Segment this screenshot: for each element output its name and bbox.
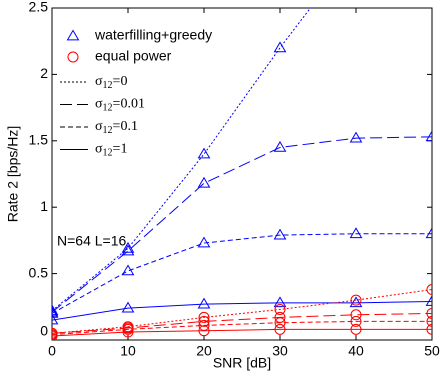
data-point: [273, 296, 287, 308]
data-point: [426, 323, 432, 335]
legend-label-part: =0.01: [113, 97, 145, 112]
data-point: [350, 294, 362, 306]
y-tick-label: 2.5: [29, 0, 49, 15]
data-point: [426, 307, 432, 319]
legend-label: σ12=0: [95, 74, 127, 91]
x-tick-label: 40: [348, 343, 364, 359]
data-point: [52, 330, 58, 340]
data-point: [198, 311, 210, 323]
data-point: [350, 309, 362, 321]
legend-label: equal power: [95, 48, 172, 64]
data-point: [349, 131, 363, 143]
legend-label: waterfilling+greedy: [94, 27, 212, 43]
legend-label-part: =0: [113, 74, 128, 89]
series-line: [52, 328, 432, 337]
data-point: [274, 317, 286, 329]
data-point: [425, 295, 432, 306]
data-point: [122, 326, 134, 338]
legend-label-part: σ: [95, 119, 103, 134]
data-point: [349, 296, 363, 308]
data-point: [197, 297, 211, 309]
x-tick-label: 10: [120, 343, 136, 359]
data-point: [121, 244, 135, 256]
legend-marker: [67, 51, 79, 63]
x-tick-label: 30: [272, 343, 288, 359]
legend-label-part: σ: [95, 74, 103, 89]
series-line: [52, 8, 312, 312]
series-line: [52, 136, 432, 313]
legend-label-part: σ: [95, 97, 103, 112]
data-point: [273, 41, 287, 53]
data-point: [52, 313, 59, 325]
x-axis-label: SNR [dB]: [213, 355, 271, 371]
series-line: [52, 312, 432, 334]
data-point: [425, 130, 432, 142]
legend-label: σ12=0.01: [95, 97, 145, 114]
y-tick-label: 1: [40, 198, 48, 214]
data-point: [350, 315, 362, 327]
legend-label: σ12=0.1: [95, 119, 138, 136]
data-point: [198, 325, 210, 337]
x-tick-label: 50: [424, 343, 440, 359]
legend-marker: [66, 29, 80, 41]
legend-label-part: σ: [95, 142, 103, 157]
legend-label: σ12=1: [95, 142, 127, 159]
data-point: [426, 284, 432, 296]
y-tick-label: 0: [40, 323, 48, 339]
data-point: [198, 315, 210, 327]
data-point: [349, 227, 363, 239]
legend-label-part: 12: [103, 103, 113, 114]
data-point: [274, 323, 286, 335]
annotation: N=64 L=16: [57, 233, 126, 249]
data-point: [52, 306, 59, 318]
data-point: [52, 305, 59, 317]
plot-frame: [51, 7, 433, 341]
legend-label-part: 12: [103, 80, 113, 91]
plot-area: [52, 8, 432, 340]
data-point: [121, 264, 135, 276]
legend-label-part: 12: [103, 148, 113, 159]
legend-label-part: =1: [113, 142, 128, 157]
data-point: [274, 303, 286, 315]
data-point: [122, 323, 134, 335]
data-point: [197, 147, 211, 159]
x-tick-label: 0: [48, 343, 56, 359]
y-axis-label: Rate 2 [bps/Hz]: [5, 126, 21, 223]
data-point: [426, 315, 432, 327]
y-tick-label: 0.5: [29, 264, 49, 280]
data-point: [197, 176, 211, 188]
x-tick-label: 20: [196, 343, 212, 359]
y-tick-label: 2: [40, 65, 48, 81]
series-line: [52, 300, 432, 321]
legend-label-part: 12: [103, 125, 113, 136]
data-point: [197, 236, 211, 248]
y-tick-label: 1.5: [29, 132, 49, 148]
legend-label-part: =0.1: [113, 119, 138, 134]
series-line: [52, 233, 432, 314]
data-point: [273, 140, 287, 152]
data-point: [425, 227, 432, 239]
data-point: [350, 323, 362, 335]
data-point: [273, 228, 287, 240]
data-point: [121, 301, 135, 313]
data-point: [121, 241, 135, 253]
